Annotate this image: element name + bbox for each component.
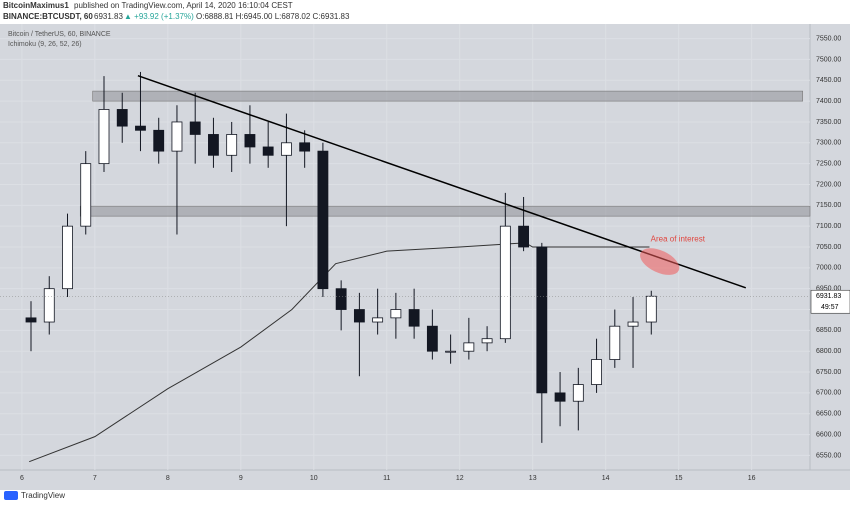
candle-body (226, 134, 238, 156)
x-tick-label: 6 (20, 475, 24, 482)
logo (4, 491, 18, 500)
y-tick-label: 7350.00 (816, 119, 841, 126)
chart-title: Bitcoin / TetherUS, 60, BINANCE (8, 31, 111, 38)
candle-body (426, 325, 438, 352)
candle-body (244, 134, 256, 148)
candle-body (317, 150, 329, 290)
y-tick-label: 6650.00 (816, 411, 841, 418)
y-tick-label: 7500.00 (816, 56, 841, 63)
y-tick-label: 6750.00 (816, 369, 841, 376)
x-tick-label: 9 (239, 475, 243, 482)
candle-body (536, 246, 548, 394)
y-tick-label: 7250.00 (816, 160, 841, 167)
x-tick-label: 10 (310, 475, 318, 482)
y-tick-label: 7100.00 (816, 223, 841, 230)
x-tick-label: 14 (602, 475, 610, 482)
last-price-label: 6931.83 (816, 293, 841, 300)
ohlc: O:6888.81 H:6945.00 L:6878.02 C:6931.83 (196, 12, 350, 21)
countdown: 49:57 (821, 304, 839, 311)
indicator-name: Ichimoku (9, 26, 52, 26) (8, 41, 82, 48)
symbol: BINANCE:BTCUSDT, 60 (3, 12, 93, 21)
candle-body (645, 295, 657, 323)
x-tick-label: 16 (748, 475, 756, 482)
candle-body (353, 309, 365, 323)
candle-body (208, 134, 219, 156)
y-tick-label: 7000.00 (816, 265, 841, 272)
candle-body (281, 142, 292, 156)
candle-body (43, 288, 55, 323)
candle-body (372, 317, 384, 323)
candle-body (171, 121, 183, 152)
zone (92, 90, 804, 102)
y-tick-label: 6950.00 (816, 286, 841, 293)
x-tick-label: 15 (675, 475, 683, 482)
candle-body (189, 121, 201, 135)
x-tick-label: 13 (529, 475, 537, 482)
y-tick-label: 6850.00 (816, 327, 841, 334)
x-tick-label: 11 (383, 475, 390, 482)
candle-body (518, 225, 529, 248)
chart-background (0, 24, 850, 490)
x-tick-label: 12 (456, 475, 464, 482)
y-tick-label: 7050.00 (816, 244, 841, 251)
area-of-interest (640, 248, 680, 275)
y-tick-label: 7150.00 (816, 202, 841, 209)
y-tick-label: 7400.00 (816, 98, 841, 105)
candle-body (445, 350, 457, 353)
candle-body (609, 325, 621, 360)
candle-body (262, 146, 274, 156)
candle-body (499, 225, 511, 340)
candle-body (390, 309, 402, 319)
candle-body (153, 129, 165, 152)
published: published on TradingView.com, April 14, … (74, 1, 293, 10)
zone (79, 205, 811, 217)
y-tick-label: 6700.00 (816, 390, 841, 397)
candle-body (481, 338, 493, 344)
candle-body (80, 163, 92, 227)
candle-body (98, 109, 110, 165)
y-tick-label: 7550.00 (816, 35, 841, 42)
candle-body (116, 109, 128, 127)
y-tick-label: 6600.00 (816, 431, 841, 438)
y-tick-label: 6550.00 (816, 452, 841, 459)
y-tick-label: 7450.00 (816, 77, 841, 84)
price: 6931.83 (94, 12, 123, 21)
candle-body (572, 384, 584, 402)
y-tick-label: 6800.00 (816, 348, 841, 355)
x-tick-label: 7 (93, 475, 97, 482)
candle-body (25, 317, 37, 323)
y-tick-label: 7200.00 (816, 181, 841, 188)
last-price-box (810, 289, 850, 314)
candle-body (591, 359, 602, 385)
candle-body (299, 142, 311, 152)
change: ▲ +93.92 (+1.37%) (124, 12, 194, 21)
candle-body (408, 309, 420, 327)
author: BitcoinMaximus1 (3, 1, 69, 10)
candle-body (463, 342, 475, 352)
y-tick-label: 7300.00 (816, 140, 841, 147)
footer-brand: TradingView (21, 491, 65, 500)
annotation-label: Area of interest (651, 235, 706, 244)
candle-body (627, 321, 639, 327)
candle-body (554, 392, 566, 402)
candle-body (62, 225, 73, 290)
candle-body (335, 288, 347, 310)
candle-body (135, 125, 146, 131)
x-tick-label: 8 (166, 475, 170, 482)
